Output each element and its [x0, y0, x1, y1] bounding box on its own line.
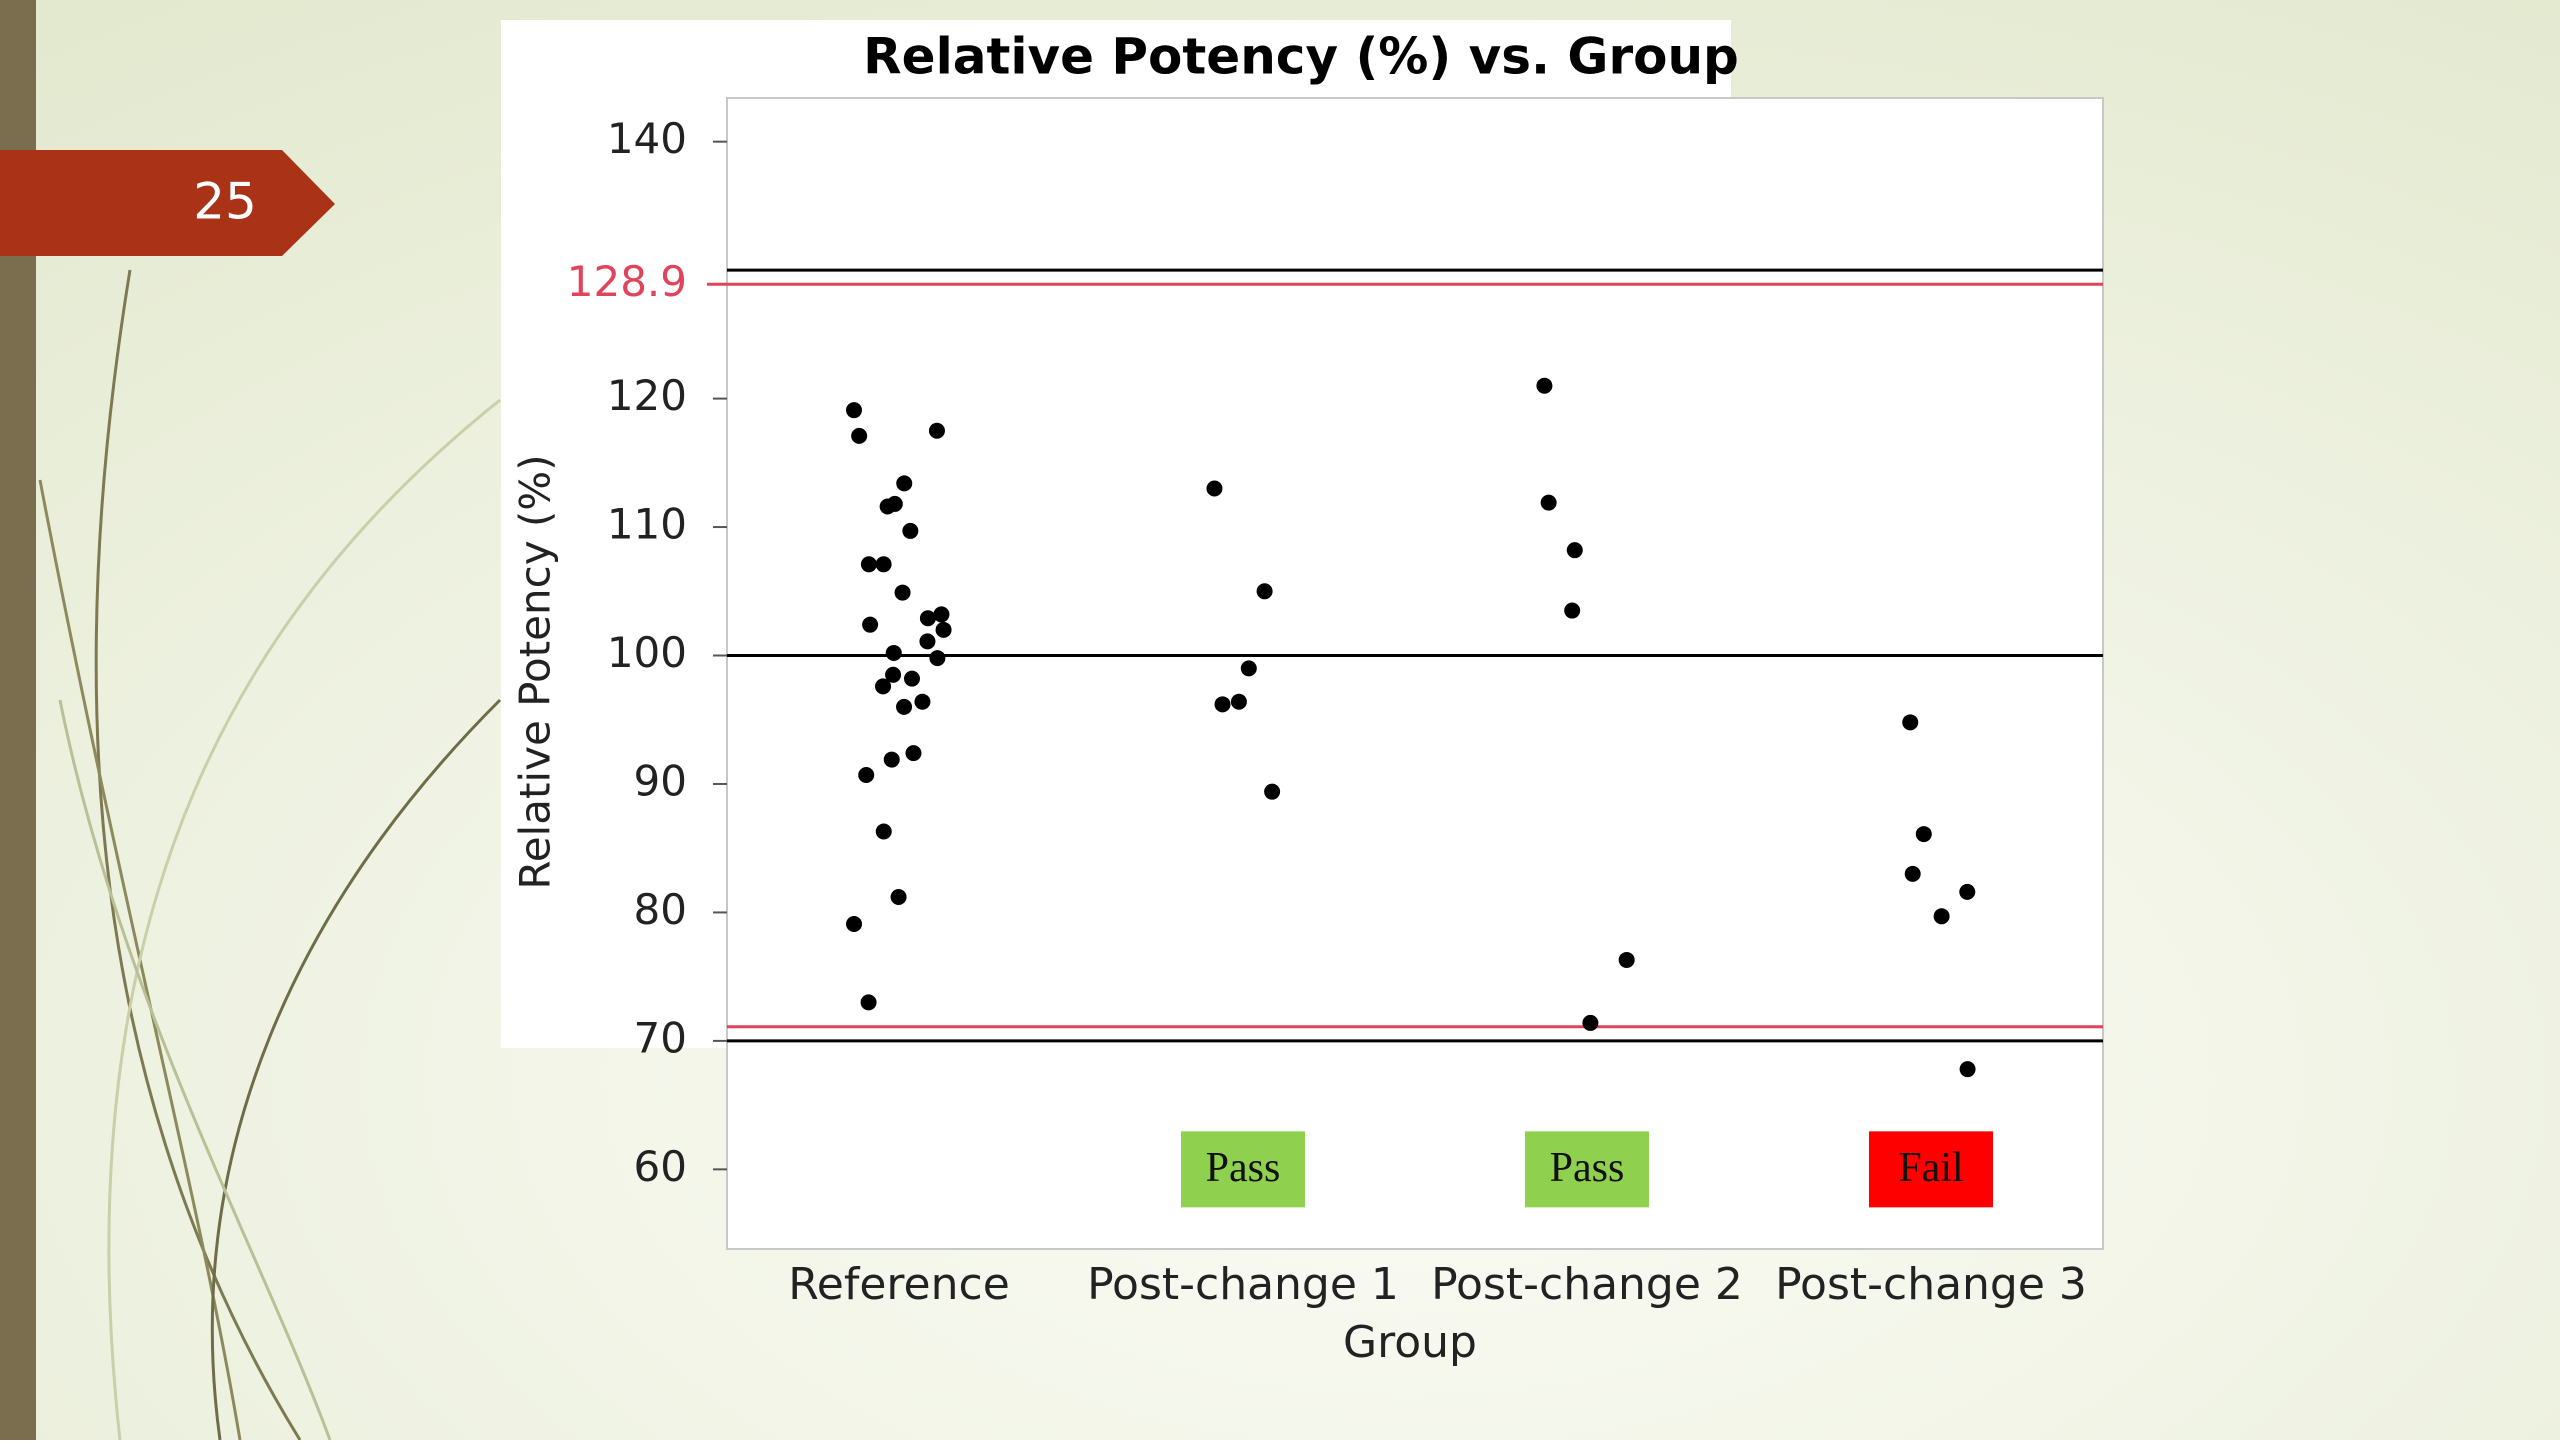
point	[1540, 494, 1557, 511]
y-tick-label: 70	[634, 1013, 687, 1062]
point	[886, 495, 903, 512]
slide-number-banner	[0, 150, 335, 256]
axis-backdrop	[501, 20, 727, 1048]
x-axis-label: Group	[1343, 1317, 1477, 1368]
point	[894, 584, 911, 601]
point	[1959, 883, 1976, 900]
verdict-badge	[1525, 1131, 1649, 1208]
point	[1240, 660, 1257, 677]
point	[1230, 693, 1247, 710]
x-tick-label: Post-change 1	[1087, 1259, 1399, 1310]
reference-label: 128.9	[567, 257, 687, 306]
y-tick-label: 100	[607, 628, 687, 677]
x-tick-label: Post-change 3	[1775, 1259, 2087, 1310]
y-tick-label: 90	[634, 756, 687, 805]
point	[1915, 826, 1932, 843]
point	[1959, 1061, 1976, 1078]
point	[919, 610, 936, 627]
point	[903, 670, 920, 687]
point	[933, 606, 950, 623]
slide-number: 25	[193, 173, 257, 231]
point	[1566, 542, 1583, 559]
point	[846, 402, 862, 419]
point	[914, 693, 931, 710]
point	[890, 889, 907, 906]
point	[862, 616, 879, 633]
point	[896, 698, 913, 715]
point	[851, 427, 868, 444]
point	[1564, 602, 1581, 619]
point	[919, 633, 936, 650]
decoration	[38, 269, 502, 1441]
point	[1933, 908, 1950, 925]
verdict-label: Fail	[1898, 1145, 1963, 1191]
y-axis-label: Relative Potency (%)	[511, 454, 560, 889]
point	[846, 915, 863, 932]
point	[1618, 951, 1635, 968]
point	[885, 644, 902, 661]
plot-area	[726, 97, 2104, 1250]
point	[1264, 783, 1281, 800]
x-tick-label: Post-change 2	[1431, 1259, 1743, 1310]
point	[905, 745, 922, 762]
point	[885, 666, 902, 683]
point	[875, 678, 892, 695]
verdict-label: Pass	[1550, 1145, 1625, 1191]
chart-title: Relative Potency (%) vs. Group	[863, 28, 1739, 86]
y-tick-label: 110	[607, 500, 687, 549]
point	[860, 994, 877, 1011]
y-tick-label: 140	[607, 114, 687, 163]
point	[858, 766, 875, 783]
point	[1904, 865, 1921, 882]
point	[935, 621, 952, 638]
y-tick-label: 120	[607, 371, 687, 420]
point	[902, 522, 919, 539]
point	[875, 823, 892, 840]
point	[883, 751, 900, 768]
point	[1536, 377, 1553, 394]
point	[1582, 1014, 1599, 1031]
point	[860, 556, 877, 573]
point	[1206, 480, 1223, 497]
verdict-badge	[1181, 1131, 1305, 1208]
point	[929, 650, 946, 667]
point	[1214, 696, 1231, 713]
point	[928, 422, 945, 439]
verdict-label: Pass	[1206, 1145, 1281, 1191]
point	[1902, 714, 1919, 731]
point	[875, 556, 892, 573]
x-tick-label: Reference	[788, 1259, 1010, 1310]
verdict-badge	[1869, 1131, 1993, 1208]
point	[896, 475, 913, 492]
y-tick-label: 60	[634, 1142, 687, 1191]
point	[1256, 583, 1273, 600]
y-tick-label: 80	[634, 885, 687, 934]
